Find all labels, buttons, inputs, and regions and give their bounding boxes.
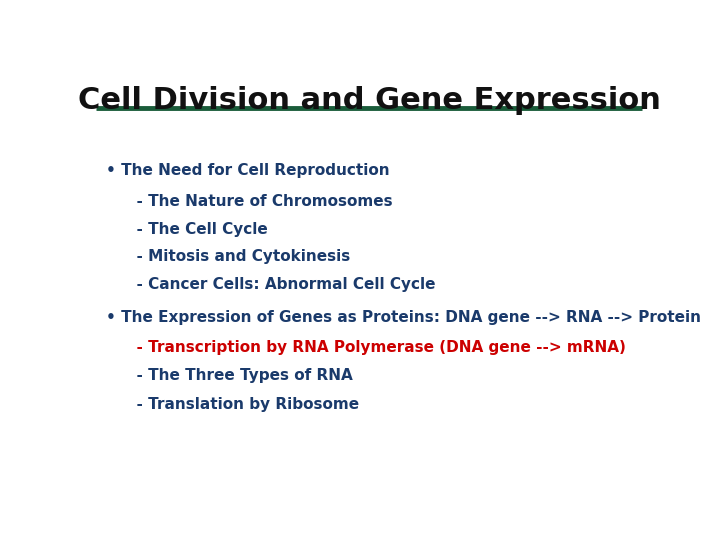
Text: - The Three Types of RNA: - The Three Types of RNA <box>126 368 353 383</box>
Text: - Cancer Cells: Abnormal Cell Cycle: - Cancer Cells: Abnormal Cell Cycle <box>126 277 436 292</box>
Text: - The Nature of Chromosomes: - The Nature of Chromosomes <box>126 194 393 208</box>
Text: • The Expression of Genes as Proteins: DNA gene --> RNA --> Protein: • The Expression of Genes as Proteins: D… <box>106 310 701 325</box>
Text: • The Need for Cell Reproduction: • The Need for Cell Reproduction <box>106 163 390 178</box>
Text: - The Cell Cycle: - The Cell Cycle <box>126 221 268 237</box>
Text: - Translation by Ribosome: - Translation by Ribosome <box>126 396 359 411</box>
Text: - Mitosis and Cytokinesis: - Mitosis and Cytokinesis <box>126 249 351 265</box>
Text: - Transcription by RNA Polymerase (DNA gene --> mRNA): - Transcription by RNA Polymerase (DNA g… <box>126 340 626 355</box>
Text: Cell Division and Gene Expression: Cell Division and Gene Expression <box>78 86 660 116</box>
